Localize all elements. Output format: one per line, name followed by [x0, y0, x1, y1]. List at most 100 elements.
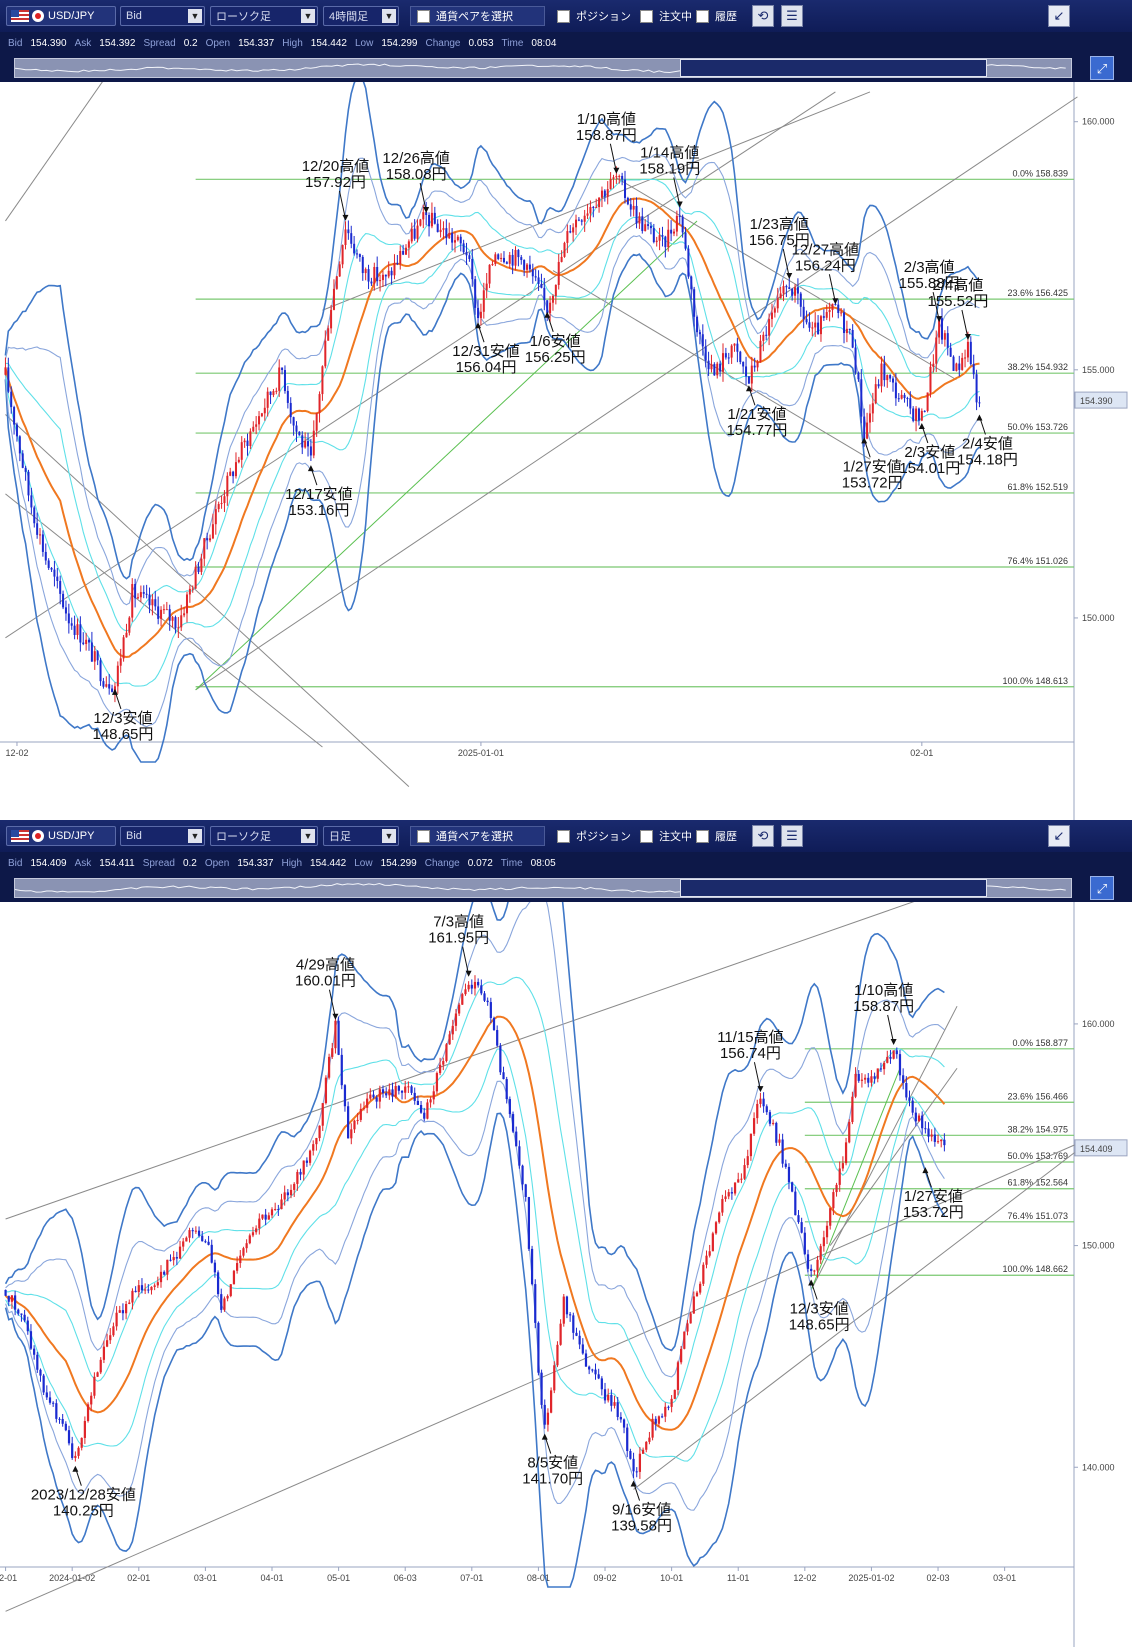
annotation-title: 9/16安値 — [612, 1502, 671, 1519]
currency-pair-selector[interactable]: USD/JPY — [6, 6, 116, 26]
candle-body — [433, 212, 436, 224]
candle-body — [145, 593, 148, 595]
select-pair-toggle[interactable]: 通貨ペアを選択 — [410, 6, 545, 26]
candle-body — [229, 1284, 232, 1296]
collapse-icon[interactable]: ↙ — [1048, 825, 1070, 847]
low-label: Low — [354, 37, 374, 49]
orders-toggle[interactable]: 注文中 — [640, 6, 692, 26]
candle-body — [488, 264, 491, 284]
candle-body — [367, 269, 370, 282]
candle-body — [419, 219, 422, 226]
candle-body — [248, 1235, 251, 1244]
candle-body — [240, 442, 243, 460]
select-pair-checkbox[interactable] — [417, 9, 430, 23]
x-tick-label: 12-01 — [0, 1573, 17, 1583]
annotation-price: 157.92円 — [305, 174, 366, 191]
chart-kind-select[interactable]: ローソク足 ▼ — [210, 826, 318, 846]
settings-list-icon[interactable]: ☰ — [781, 5, 803, 27]
orders-toggle[interactable]: 注文中 — [640, 826, 692, 846]
positions-checkbox[interactable] — [557, 9, 570, 23]
candle-body — [102, 681, 105, 687]
navigator-window[interactable] — [680, 59, 987, 77]
price-chart-4h[interactable]: 160.000 155.000 150.000 12-02 2025-01-01 02-0… — [0, 82, 1132, 820]
candle-body — [335, 276, 338, 289]
select-pair-checkbox[interactable] — [417, 829, 430, 843]
candle-body — [972, 364, 975, 375]
settings-list-icon[interactable]: ☰ — [781, 825, 803, 847]
positions-toggle[interactable]: ポジション — [557, 6, 631, 26]
history-toggle[interactable]: 履歴 — [696, 826, 737, 846]
navigator-track[interactable] — [14, 58, 1072, 78]
candle-body — [229, 471, 232, 476]
positions-checkbox[interactable] — [557, 829, 570, 843]
y-tick-label: 160.000 — [1082, 1019, 1115, 1029]
navigator-window[interactable] — [680, 879, 987, 897]
candle-body — [575, 219, 578, 228]
price-chart-daily[interactable]: 160.000 150.000 140.000 12-01 2024-01-02 02-0… — [0, 902, 1132, 1647]
candle-body — [714, 1222, 718, 1234]
candle-body — [883, 363, 886, 381]
candle-body — [860, 1079, 864, 1081]
candle-body — [776, 298, 779, 309]
price-type-select[interactable]: Bid ▼ — [120, 826, 205, 846]
candle-body — [289, 402, 292, 418]
timeframe-select[interactable]: 4時間足 ▼ — [323, 6, 399, 26]
ask-label: Ask — [74, 37, 92, 49]
candle-body — [312, 430, 315, 456]
annotation-arrowhead — [544, 311, 551, 318]
select-pair-label: 通貨ペアを選択 — [436, 831, 513, 843]
orders-checkbox[interactable] — [640, 9, 653, 23]
refresh-icon[interactable]: ⟲ — [752, 5, 774, 27]
trendline — [810, 1005, 958, 1291]
trendline — [633, 1149, 1078, 1490]
candle-body — [635, 205, 638, 224]
currency-pair-selector[interactable]: USD/JPY — [6, 826, 116, 846]
candle-body — [124, 1303, 128, 1314]
candle-body — [301, 435, 304, 448]
candle-body — [387, 270, 390, 277]
navigator-track[interactable] — [14, 878, 1072, 898]
candle-body — [782, 286, 785, 294]
candle-body — [933, 1134, 936, 1142]
expand-chart-icon[interactable]: ⤢ — [1090, 876, 1114, 900]
chart-kind-select[interactable]: ローソク足 ▼ — [210, 6, 318, 26]
time-label: Time — [500, 857, 523, 869]
candle-body — [423, 1112, 426, 1119]
candle-body — [572, 227, 575, 233]
chart-panel-4h: USD/JPY Bid ▼ ローソク足 ▼ 4時間足 ▼ 通貨ペアを選択 ポジシ… — [0, 0, 1132, 820]
refresh-icon[interactable]: ⟲ — [752, 825, 774, 847]
candle-body — [502, 1072, 505, 1080]
candle-body — [569, 231, 572, 233]
price-type-select[interactable]: Bid ▼ — [120, 6, 205, 26]
candle-body — [353, 1120, 356, 1130]
orders-checkbox[interactable] — [640, 829, 653, 843]
candle-body — [15, 424, 18, 437]
history-toggle[interactable]: 履歴 — [696, 6, 737, 26]
candle-body — [857, 372, 860, 380]
candle-body — [321, 366, 324, 395]
history-checkbox[interactable] — [696, 829, 709, 843]
annotation-arrow — [753, 1062, 761, 1091]
candle-body — [834, 303, 837, 305]
candle-body — [737, 1179, 740, 1183]
expand-chart-icon[interactable]: ⤢ — [1090, 56, 1114, 80]
candle-body — [121, 1310, 125, 1314]
candle-body — [523, 260, 526, 270]
candle-body — [898, 1054, 902, 1076]
positions-toggle[interactable]: ポジション — [557, 826, 631, 846]
annotation-title: 4/29高値 — [296, 957, 355, 974]
candle-body — [746, 1156, 749, 1166]
collapse-icon[interactable]: ↙ — [1048, 5, 1070, 27]
candle-body — [652, 228, 655, 243]
positions-label: ポジション — [576, 11, 631, 23]
select-pair-toggle[interactable]: 通貨ペアを選択 — [410, 826, 545, 846]
candle-body — [404, 1086, 407, 1093]
trendline — [5, 493, 323, 748]
timeframe-select[interactable]: 日足 ▼ — [323, 826, 399, 846]
candle-body — [194, 566, 197, 589]
history-checkbox[interactable] — [696, 9, 709, 23]
candle-body — [473, 981, 477, 989]
low-label: Low — [354, 857, 373, 869]
annotation-arrowhead — [630, 1480, 637, 1487]
candle-body — [606, 189, 609, 197]
